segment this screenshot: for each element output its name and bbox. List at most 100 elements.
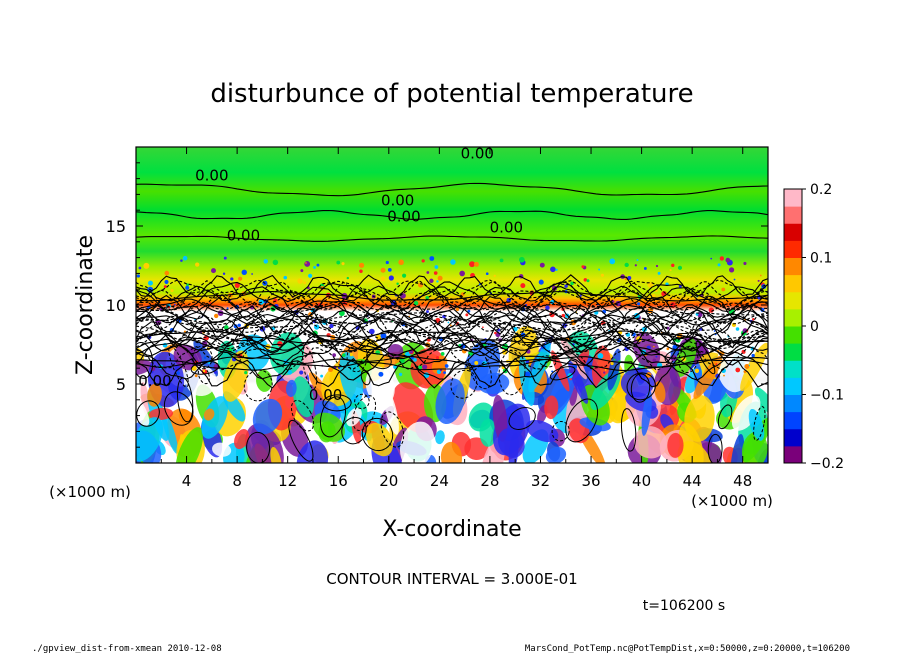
field-speck bbox=[719, 256, 725, 261]
contour-line bbox=[136, 297, 768, 326]
contour-line bbox=[301, 346, 318, 390]
field-speck bbox=[163, 285, 167, 289]
colorbar-tick-label: 0.1 bbox=[810, 251, 832, 267]
field-speck bbox=[545, 305, 550, 310]
field-blob bbox=[731, 395, 761, 431]
contour-line bbox=[354, 393, 370, 410]
footer-right: MarsCond_PotTemp.nc@PotTempDist,x=0:5000… bbox=[525, 644, 850, 654]
x-axis-label: X-coordinate bbox=[382, 517, 521, 542]
field-speck bbox=[443, 371, 446, 374]
x-axis-unit-left: (×1000 m) bbox=[49, 483, 131, 501]
contour-line bbox=[319, 396, 347, 438]
field-speck bbox=[329, 323, 334, 329]
field-blob bbox=[296, 440, 329, 463]
field-speck bbox=[555, 268, 558, 271]
contour-line bbox=[136, 313, 768, 341]
field-speck bbox=[586, 279, 590, 283]
y-tick-label: 10 bbox=[106, 296, 126, 315]
contour-line bbox=[176, 377, 194, 423]
field-speck bbox=[597, 353, 604, 359]
field-speck bbox=[211, 268, 216, 274]
field-speck bbox=[609, 258, 616, 265]
contour-line bbox=[136, 307, 768, 326]
field-blob bbox=[175, 427, 203, 463]
field-speck bbox=[493, 274, 496, 278]
x-tick-label: 12 bbox=[278, 472, 297, 490]
field-speck bbox=[164, 270, 170, 276]
field-speck bbox=[368, 328, 375, 335]
x-axis-unit-right: (×1000 m) bbox=[691, 492, 773, 510]
field-speck bbox=[713, 330, 716, 332]
contour-line bbox=[136, 312, 768, 343]
contour-line bbox=[192, 345, 213, 370]
field-speck bbox=[297, 278, 303, 284]
field-blob bbox=[568, 360, 589, 404]
field-speck bbox=[637, 302, 641, 306]
field-blob bbox=[677, 441, 712, 463]
field-blob bbox=[730, 433, 745, 463]
contour-line bbox=[664, 349, 686, 365]
field-speck bbox=[248, 298, 251, 300]
contour-label: 0.00 bbox=[138, 372, 171, 390]
field-speck bbox=[147, 280, 153, 286]
field-blob bbox=[497, 428, 525, 458]
contour-line bbox=[136, 209, 768, 220]
field-speck bbox=[380, 332, 387, 339]
contour-line bbox=[467, 348, 492, 390]
field-speck bbox=[308, 273, 313, 278]
contour-line bbox=[549, 366, 576, 381]
x-tick-label: 28 bbox=[480, 472, 499, 490]
field-speck bbox=[652, 358, 657, 363]
field-speck bbox=[581, 265, 585, 269]
contour-line bbox=[136, 293, 768, 322]
field-speck bbox=[417, 365, 423, 370]
field-speck bbox=[434, 265, 439, 269]
field-speck bbox=[385, 260, 389, 265]
field-blob bbox=[435, 430, 445, 445]
field-speck bbox=[561, 313, 566, 318]
contour-line bbox=[450, 369, 478, 399]
contour-interval-text: CONTOUR INTERVAL = 3.000E-01 bbox=[326, 570, 577, 588]
field-speck bbox=[751, 353, 755, 358]
colorbar-tick-label: 0 bbox=[810, 319, 819, 335]
field-blob bbox=[641, 390, 652, 436]
field-blob bbox=[754, 387, 768, 416]
contour-label: 0.00 bbox=[490, 219, 523, 237]
contour-line bbox=[136, 357, 768, 389]
field-speck bbox=[234, 282, 240, 289]
contour-line bbox=[136, 350, 768, 381]
field-speck bbox=[474, 261, 479, 267]
field-speck bbox=[743, 261, 747, 266]
field-blob bbox=[479, 418, 497, 447]
x-tick-label: 4 bbox=[182, 472, 192, 490]
field-speck bbox=[396, 282, 399, 286]
x-tick-label: 40 bbox=[632, 472, 651, 490]
field-speck bbox=[375, 334, 382, 340]
field-speck bbox=[328, 367, 334, 373]
contour-line bbox=[190, 360, 220, 375]
field-speck bbox=[334, 370, 337, 373]
field-speck bbox=[583, 278, 588, 282]
field-speck bbox=[715, 363, 718, 366]
field-speck bbox=[455, 307, 460, 312]
field-speck bbox=[380, 276, 386, 281]
field-blob bbox=[292, 376, 315, 418]
field-speck bbox=[433, 271, 438, 275]
field-speck bbox=[303, 281, 307, 285]
field-speck bbox=[347, 296, 353, 301]
field-speck bbox=[180, 259, 183, 262]
contour-label: 0.00 bbox=[387, 208, 420, 226]
field-blob bbox=[667, 432, 684, 458]
field-speck bbox=[657, 271, 661, 275]
field-speck bbox=[272, 259, 279, 266]
field-speck bbox=[539, 262, 545, 268]
field-speck bbox=[494, 331, 497, 335]
field-speck bbox=[185, 285, 190, 290]
field-speck bbox=[604, 369, 607, 371]
contour-line bbox=[620, 408, 637, 452]
field-speck bbox=[518, 256, 525, 263]
colorbar-segment bbox=[784, 445, 802, 464]
field-blob bbox=[518, 355, 535, 407]
field-speck bbox=[387, 268, 392, 272]
contour-line bbox=[136, 317, 768, 342]
